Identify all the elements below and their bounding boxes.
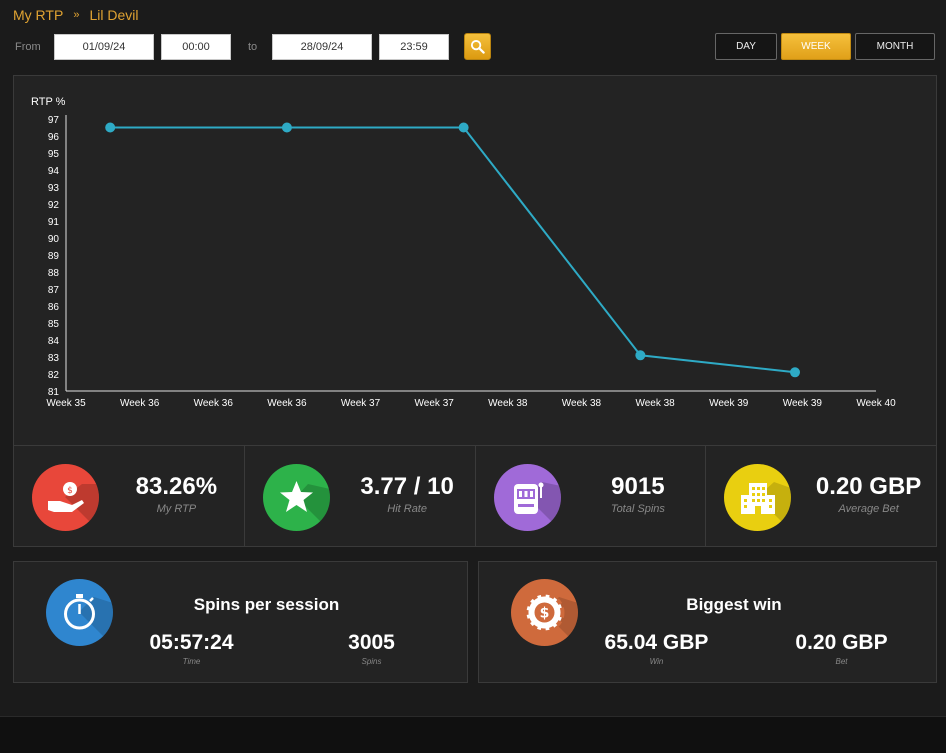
to-time-field[interactable]: 23:59	[379, 34, 449, 60]
x-tick-label: Week 36	[267, 398, 307, 409]
rtp-data-point	[105, 122, 116, 133]
y-tick-label: 89	[48, 251, 60, 262]
y-tick-label: 84	[48, 336, 60, 347]
y-tick-label: 82	[48, 370, 60, 381]
y-tick-label: 87	[48, 285, 60, 296]
breadcrumb-root[interactable]: My RTP	[13, 7, 64, 23]
to-date-field[interactable]: 28/09/24	[272, 34, 372, 60]
stat-value: 0.20 GBP	[815, 473, 922, 500]
to-label: to	[248, 41, 258, 53]
stats-row: $ 83.26% My RTP 3.77 / 10 Hit Rate	[13, 445, 937, 547]
session-spins-caption: Spins	[361, 657, 382, 666]
x-tick-label: Week 36	[120, 398, 160, 409]
x-tick-label: Week 39	[783, 398, 823, 409]
stopwatch-icon	[64, 594, 113, 646]
session-title: Spins per session	[193, 595, 340, 614]
breadcrumb-current: Lil Devil	[89, 7, 139, 23]
y-axis-label: RTP %	[31, 96, 66, 108]
bigwin-win-value: 65.04 GBP	[604, 631, 709, 654]
stat-my-rtp: $ 83.26% My RTP	[14, 446, 245, 546]
from-time-field[interactable]: 00:00	[161, 34, 231, 60]
y-tick-label: 94	[48, 166, 60, 177]
period-week-button[interactable]: WEEK	[781, 33, 851, 60]
search-button[interactable]	[464, 33, 491, 60]
slot-machine-icon	[513, 482, 561, 531]
session-spins-value: 3005	[348, 631, 395, 654]
bigwin-icon-circle: $	[511, 579, 578, 646]
bigwin-bet-value: 0.20 GBP	[795, 631, 888, 654]
y-tick-label: 83	[48, 353, 60, 364]
x-tick-label: Week 38	[488, 398, 528, 409]
money-hand-icon: $	[48, 482, 99, 531]
stat-icon-circle	[724, 464, 792, 531]
biggest-win-panel: $ Biggest win 65.04 GBP Win 0.20 GBP Bet	[478, 561, 937, 683]
stat-caption: Average Bet	[838, 503, 899, 515]
y-tick-label: 95	[48, 149, 60, 160]
x-tick-label: Week 37	[341, 398, 381, 409]
casino-chip-icon: $	[524, 592, 578, 646]
y-tick-label: 86	[48, 302, 60, 313]
svg-text:$: $	[67, 486, 73, 496]
rtp-chart-panel: RTP % 97 96 95 94 93 92 91 90 89 88 87 86 85 84 83 82 81 W…	[13, 75, 937, 446]
rtp-series-line	[110, 126, 796, 374]
breadcrumb: My RTP » Lil Devil	[13, 7, 138, 23]
rtp-line-chart: RTP %9796959493929190898887868584838281W…	[31, 96, 896, 409]
from-date-field[interactable]: 01/09/24	[54, 34, 154, 60]
svg-text:$: $	[540, 606, 550, 622]
y-tick-label: 81	[48, 387, 60, 398]
bigwin-bet-caption: Bet	[835, 657, 848, 666]
x-tick-label: Week 39	[709, 398, 749, 409]
rtp-data-point	[790, 367, 800, 378]
x-tick-label: Week 40	[856, 398, 896, 409]
y-tick-label: 85	[48, 319, 60, 330]
period-month-button[interactable]: MONTH	[855, 33, 935, 60]
stat-caption: My RTP	[156, 503, 197, 515]
rtp-data-point	[281, 122, 292, 133]
y-tick-label: 93	[48, 183, 60, 194]
stat-icon-circle: $	[32, 464, 99, 531]
rtp-data-point	[458, 122, 469, 133]
y-tick-label: 97	[48, 115, 60, 126]
stat-caption: Hit Rate	[387, 503, 427, 515]
search-icon	[470, 39, 485, 54]
bigwin-win-caption: Win	[649, 657, 664, 666]
from-label: From	[15, 41, 41, 53]
stat-value: 83.26%	[135, 473, 218, 500]
stat-total-spins: 9015 Total Spins	[476, 446, 707, 546]
stat-value: 3.77 / 10	[360, 473, 454, 500]
session-time-value: 05:57:24	[149, 631, 234, 654]
stat-average-bet: 0.20 GBP Average Bet	[706, 446, 936, 546]
breadcrumb-separator: »	[73, 9, 80, 21]
rtp-data-point	[635, 350, 646, 361]
footer-bar	[0, 716, 946, 753]
x-tick-label: Week 35	[46, 398, 86, 409]
y-tick-label: 88	[48, 268, 60, 279]
date-filter-bar: From 01/09/24 00:00 to 28/09/24 23:59 DA…	[0, 33, 946, 61]
x-tick-label: Week 36	[194, 398, 234, 409]
stat-hit-rate: 3.77 / 10 Hit Rate	[245, 446, 476, 546]
session-time-caption: Time	[182, 657, 201, 666]
casino-building-icon	[741, 482, 792, 531]
session-icon-circle	[46, 579, 113, 646]
period-day-button[interactable]: DAY	[715, 33, 777, 60]
bigwin-title: Biggest win	[686, 595, 782, 614]
stat-value: 9015	[611, 473, 665, 500]
y-tick-label: 91	[48, 217, 60, 228]
y-tick-label: 96	[48, 132, 60, 143]
x-tick-label: Week 37	[415, 398, 455, 409]
star-icon	[279, 481, 330, 531]
x-tick-label: Week 38	[635, 398, 675, 409]
spins-per-session-panel: Spins per session 05:57:24 Time 3005 Spi…	[13, 561, 468, 683]
x-tick-label: Week 38	[562, 398, 602, 409]
y-tick-label: 92	[48, 200, 60, 211]
y-tick-label: 90	[48, 234, 60, 245]
stat-caption: Total Spins	[610, 503, 665, 515]
stat-icon-circle	[493, 464, 561, 531]
stat-icon-circle	[262, 464, 330, 531]
